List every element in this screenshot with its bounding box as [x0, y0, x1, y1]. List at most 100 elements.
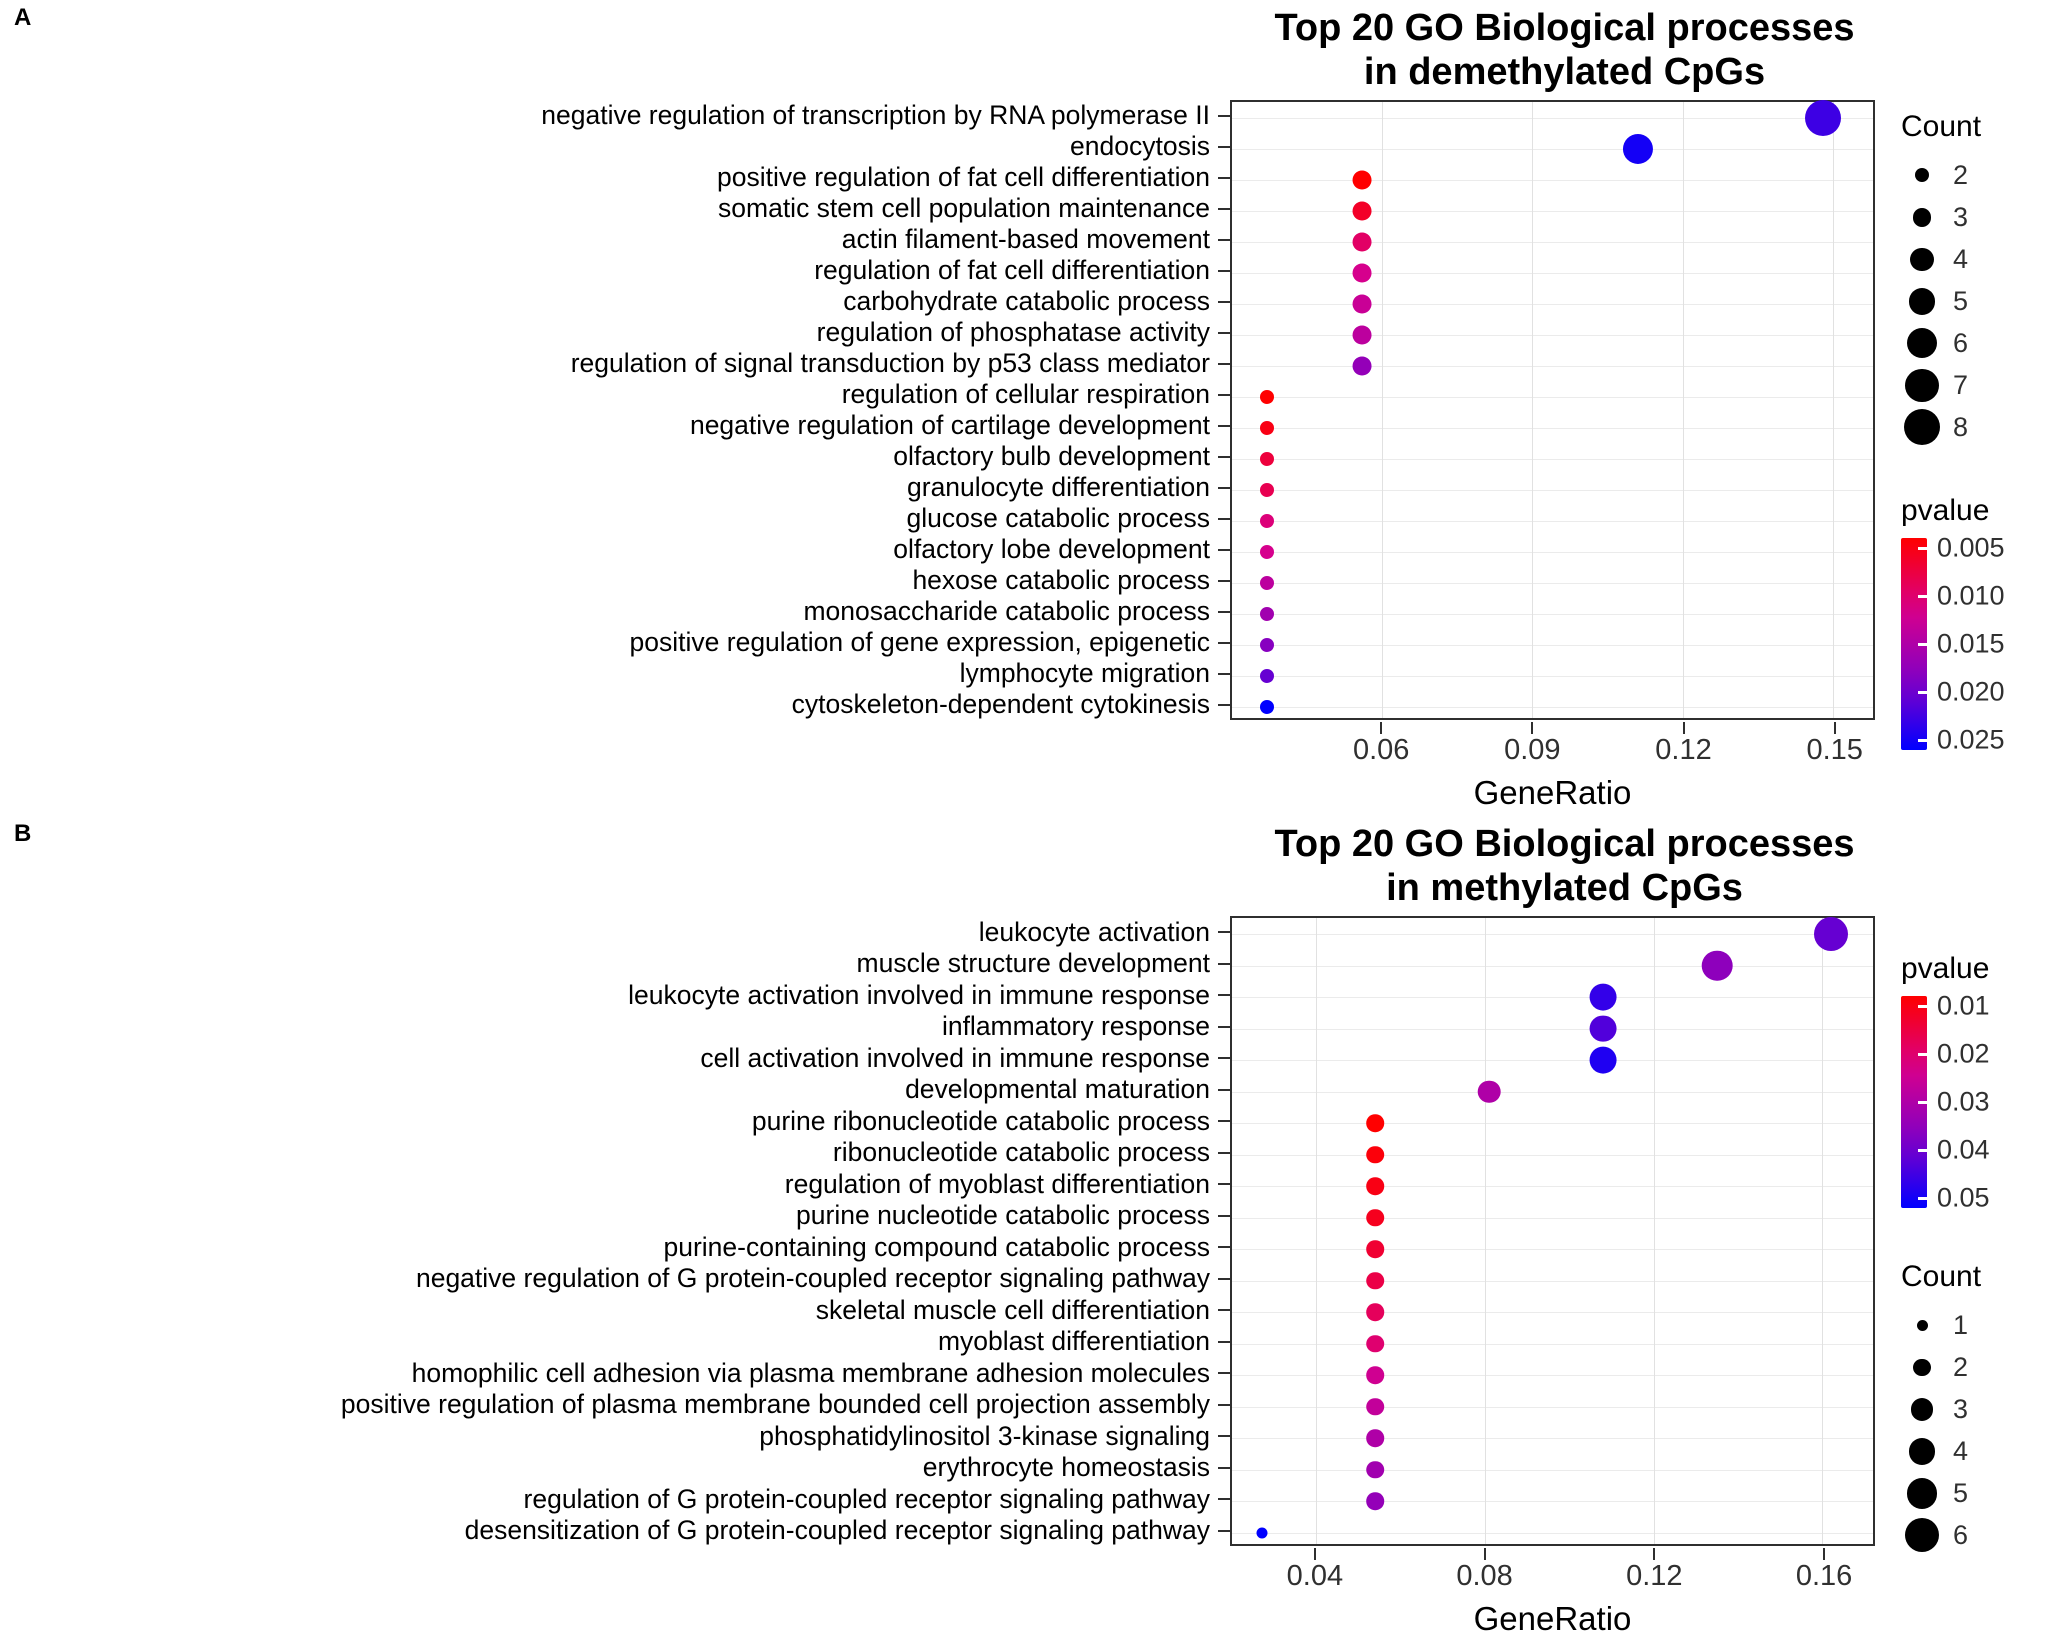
h-gridline	[1232, 706, 1873, 708]
y-axis-label: negative regulation of G protein-coupled…	[415, 1263, 1210, 1294]
data-point-dot	[1256, 1527, 1268, 1539]
panel-a: A Top 20 GO Biological processes in deme…	[0, 0, 2049, 816]
x-axis-title: GeneRatio	[1473, 774, 1632, 812]
count-legend-value: 2	[1953, 159, 1969, 190]
count-legend: Count 1 2 3 4 5 6	[1901, 1260, 2023, 1556]
count-dot	[1905, 368, 1939, 402]
h-gridline	[1232, 427, 1873, 429]
v-gridline	[1382, 102, 1384, 719]
data-point-dot	[1352, 232, 1372, 252]
y-axis-label: leukocyte activation involved in immune …	[628, 979, 1210, 1010]
h-gridline	[1232, 934, 1873, 936]
data-point-dot	[1589, 1015, 1617, 1042]
panel-b-title: Top 20 GO Biological processes in methyl…	[1242, 822, 1887, 910]
y-tick-mark	[1218, 1529, 1230, 1532]
y-axis-label: regulation of G protein-coupled receptor…	[523, 1483, 1210, 1514]
pvalue-gradient-tick	[1918, 1052, 1927, 1056]
y-tick-mark	[1218, 1120, 1230, 1123]
panel-b-label: B	[14, 820, 32, 848]
count-legend-dot-symbol	[1901, 196, 1943, 238]
data-point-dot	[1366, 1145, 1385, 1164]
count-legend-dot-symbol	[1901, 154, 1943, 196]
count-legend-value: 6	[1953, 1519, 1969, 1550]
y-axis-label: regulation of signal transduction by p53…	[570, 348, 1210, 379]
h-gridline	[1232, 1060, 1873, 1062]
data-point-dot	[1589, 983, 1617, 1011]
pvalue-gradient-tick	[1918, 1196, 1927, 1200]
count-legend-item: 5	[1901, 1472, 2023, 1514]
legend: Count 2 3 4 5 6 7 8 pvalue 0.005 0.010 0.015 0.020 0.…	[1901, 100, 2023, 816]
count-dot	[1906, 328, 1938, 359]
y-tick-mark	[1218, 1057, 1230, 1060]
count-legend-item: 8	[1901, 406, 2023, 448]
x-tick-mark	[1682, 722, 1685, 735]
x-tick-mark	[1380, 722, 1383, 735]
panel-a-chart: negative regulation of transcription by …	[0, 99, 2049, 816]
data-point-dot	[1260, 389, 1275, 404]
pvalue-gradient-tick	[1918, 690, 1927, 694]
y-tick-mark	[1218, 1025, 1230, 1028]
pvalue-gradient: 0.005 0.010 0.015 0.020 0.025	[1901, 533, 2023, 755]
v-gridline	[1682, 102, 1684, 719]
y-axis-label: muscle structure development	[856, 948, 1211, 979]
h-gridline	[1232, 1469, 1873, 1471]
data-point-dot	[1260, 482, 1275, 497]
legend-gap	[1901, 1208, 2023, 1260]
count-legend-dot-symbol	[1901, 280, 1943, 322]
data-point-dot	[1352, 201, 1372, 221]
h-gridline	[1232, 241, 1873, 243]
pvalue-legend: pvalue 0.005 0.010 0.015 0.020 0.025	[1901, 494, 2023, 755]
data-point-dot	[1260, 544, 1275, 559]
h-gridline	[1232, 179, 1873, 181]
pvalue-tick-label: 0.05	[1937, 1182, 1990, 1213]
panel-b: B Top 20 GO Biological processes in meth…	[0, 816, 2049, 1642]
data-point-dot	[1366, 1114, 1385, 1132]
y-axis-label: erythrocyte homeostasis	[922, 1452, 1210, 1483]
y-axis-label: positive regulation of plasma membrane b…	[340, 1389, 1210, 1420]
data-point-dot	[1366, 1334, 1385, 1353]
data-point-dot	[1260, 575, 1275, 590]
y-axis-label: regulation of myoblast differentiation	[784, 1168, 1210, 1199]
count-legend-dot-symbol	[1901, 322, 1943, 364]
pvalue-tick-label: 0.005	[1937, 532, 2005, 563]
y-tick-mark	[1218, 176, 1230, 179]
pvalue-tick-label: 0.020	[1937, 676, 2005, 707]
data-point-dot	[1366, 1397, 1385, 1416]
count-legend-value: 1	[1953, 1309, 1969, 1340]
count-legend-value: 7	[1953, 369, 1969, 400]
x-tick-mark	[1531, 722, 1534, 735]
y-axis-label: purine ribonucleotide catabolic process	[751, 1105, 1210, 1136]
legend: pvalue 0.01 0.02 0.03 0.04 0.05 Count 1 2 3 4 5 6	[1901, 916, 2023, 1642]
count-legend-value: 8	[1953, 411, 1969, 442]
y-tick-mark	[1218, 672, 1230, 675]
pvalue-gradient-tick	[1918, 642, 1927, 646]
pvalue-gradient-labels: 0.01 0.02 0.03 0.04 0.05	[1927, 991, 2023, 1213]
panel-b-title-line-1: Top 20 GO Biological processes	[1274, 823, 1855, 866]
x-tick-label: 0.04	[1286, 1560, 1344, 1593]
data-point-dot	[1477, 1080, 1501, 1103]
h-gridline	[1232, 1438, 1873, 1440]
count-legend-dot-symbol	[1901, 1514, 1943, 1556]
h-gridline	[1232, 644, 1873, 646]
y-tick-mark	[1218, 962, 1230, 965]
count-dot	[1905, 1518, 1939, 1553]
y-tick-mark	[1218, 362, 1230, 365]
data-point-dot	[1366, 1366, 1385, 1384]
x-tick-label: 0.12	[1626, 1560, 1683, 1593]
y-tick-mark	[1218, 1435, 1230, 1438]
data-point-dot	[1366, 1303, 1385, 1321]
y-axis-label: positive regulation of gene expression, …	[629, 627, 1210, 658]
h-gridline	[1232, 675, 1873, 677]
y-tick-mark	[1218, 1246, 1230, 1249]
h-gridline	[1232, 1249, 1873, 1251]
count-dot	[1906, 1478, 1938, 1509]
data-point-dot	[1366, 1460, 1385, 1479]
x-tick-mark	[1483, 1548, 1486, 1561]
count-dot	[1910, 247, 1934, 271]
count-legend-dot-symbol	[1901, 1304, 1943, 1346]
y-axis-label: skeletal muscle cell differentiation	[815, 1294, 1210, 1325]
y-tick-mark	[1218, 579, 1230, 582]
h-gridline	[1232, 1091, 1873, 1093]
h-gridline	[1232, 1217, 1873, 1219]
